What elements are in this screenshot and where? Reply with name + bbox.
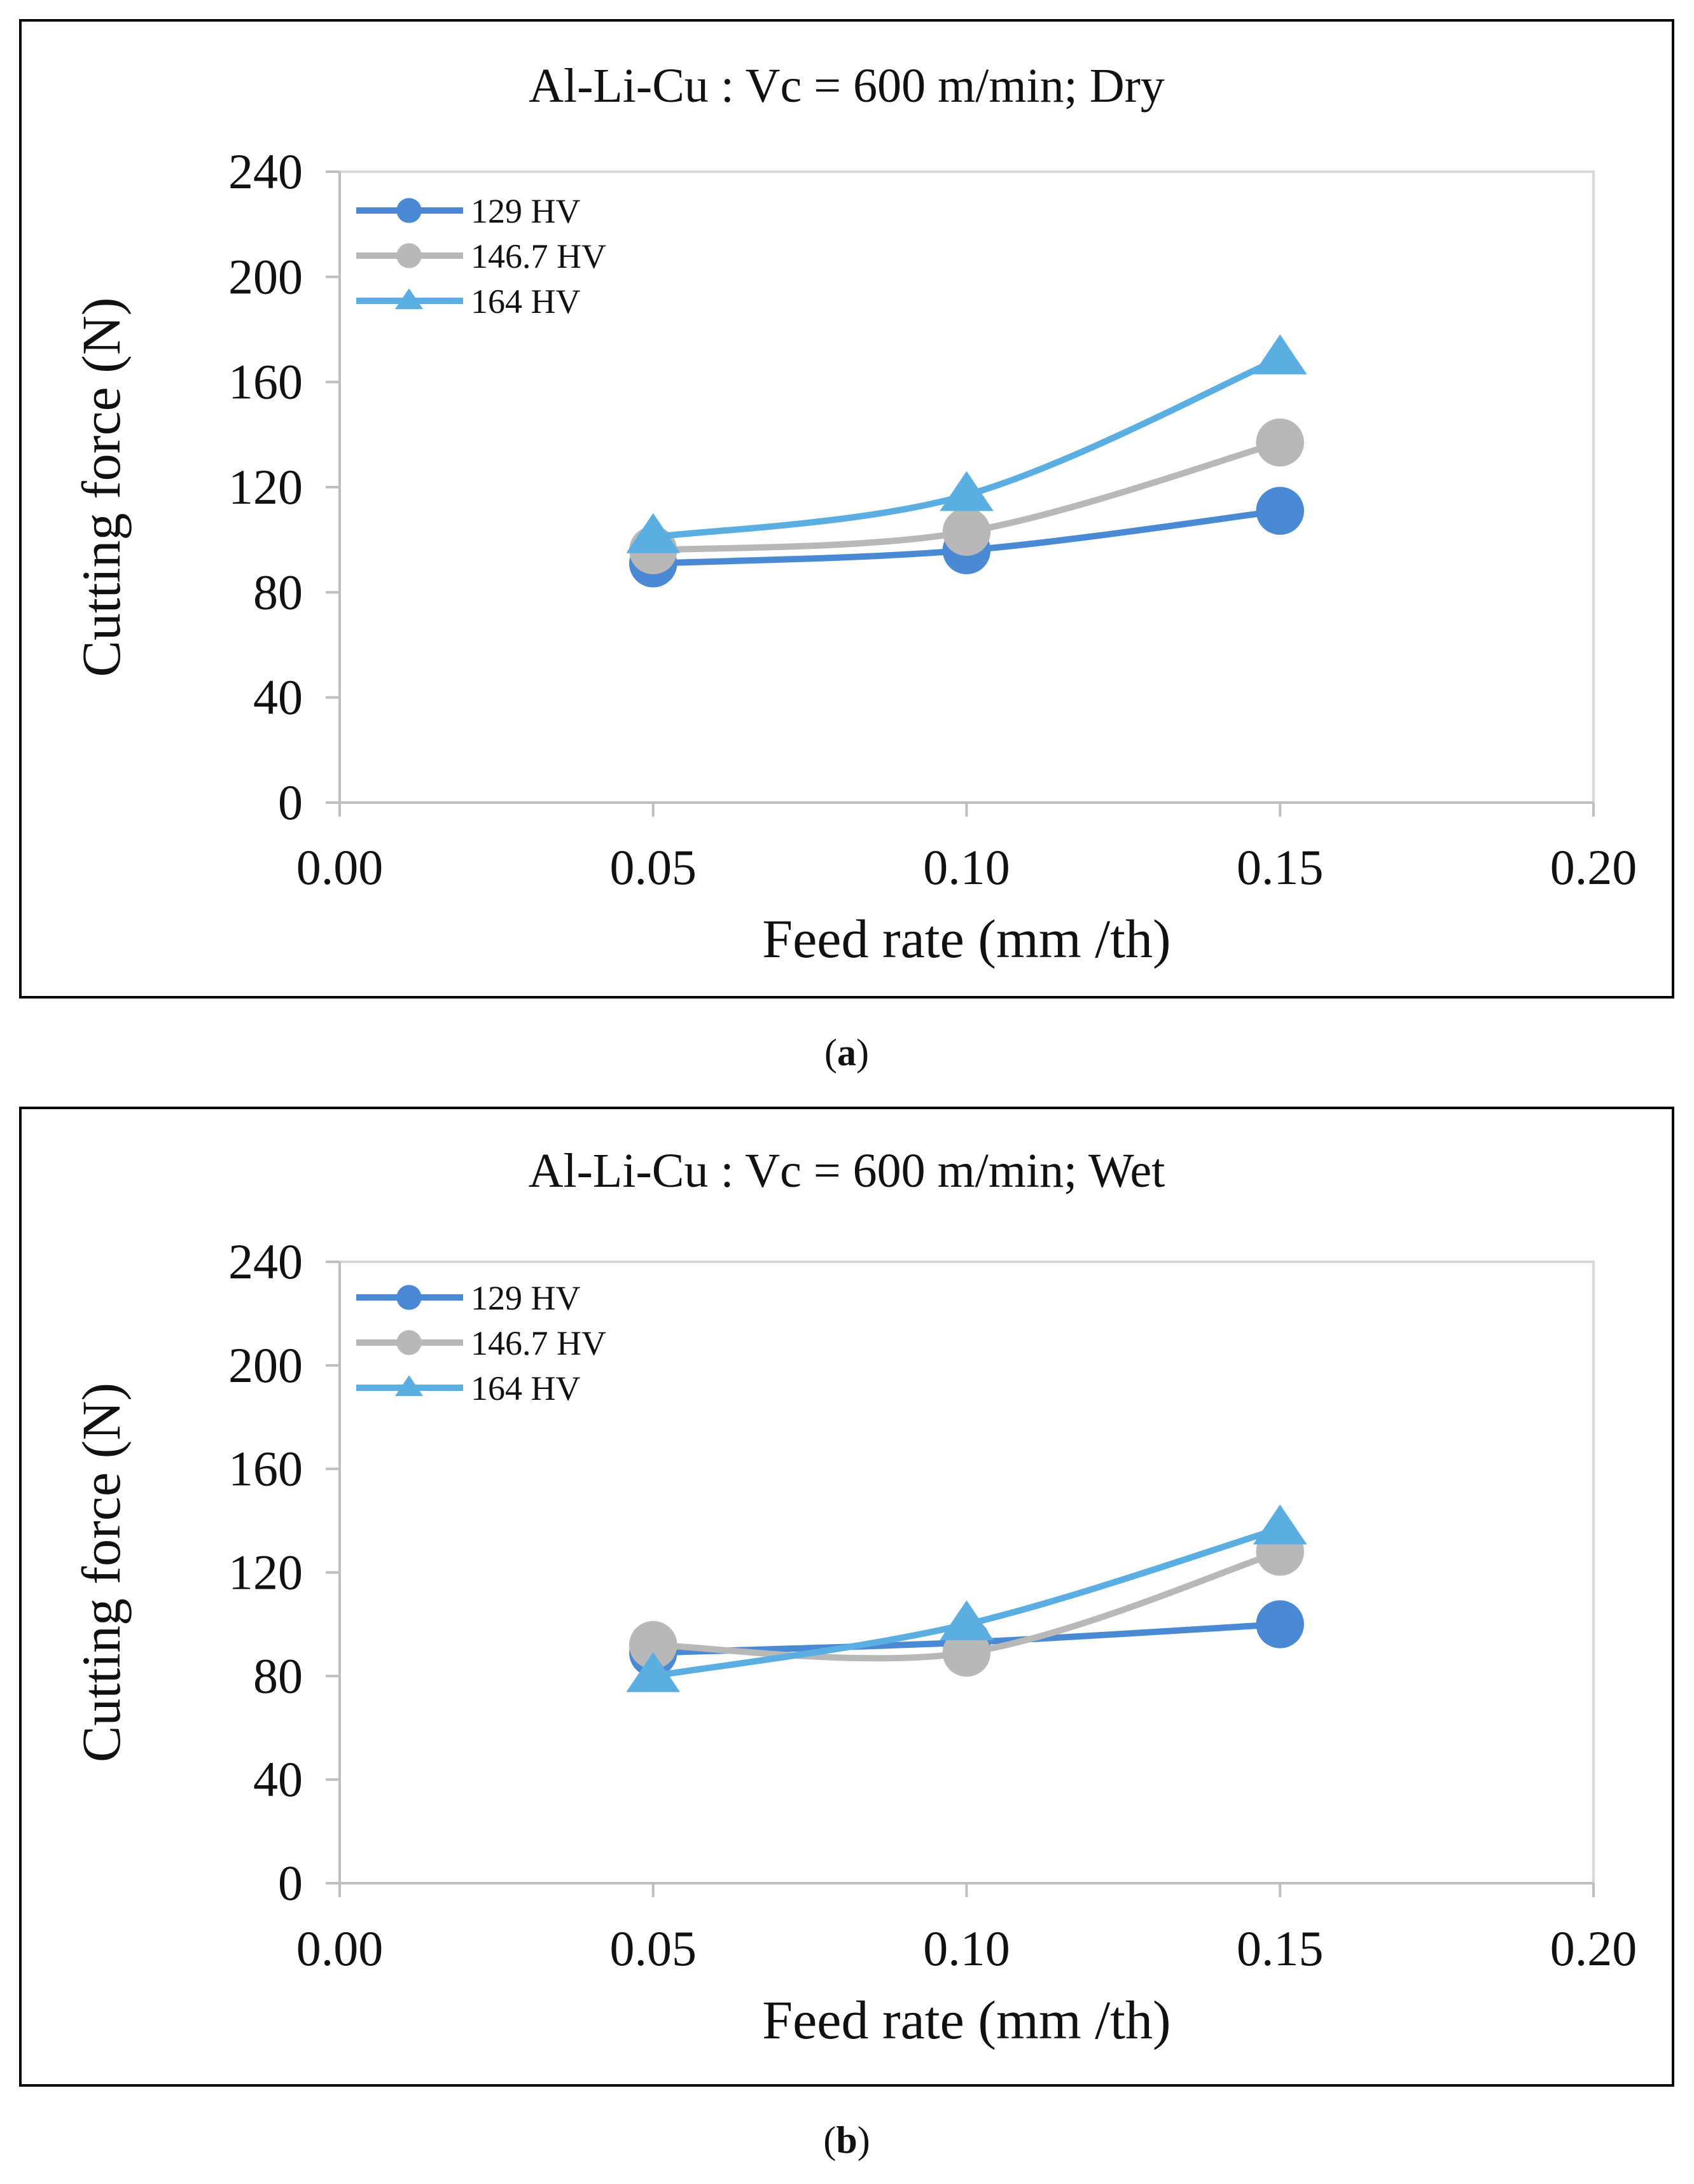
panel-b: Al-Li-Cu : Vc = 600 m/min; Wet 0 40 80 120 16… xyxy=(19,1107,1674,2161)
panel-b-y-tick-label: 80 xyxy=(253,1648,303,1703)
panel-b-legend: 129 HV 146.7 HV 164 HV xyxy=(356,1279,606,1407)
panel-a-legend-label: 164 HV xyxy=(471,282,581,321)
panel-a-x-axis-label: Feed rate (mm /th) xyxy=(762,908,1170,969)
panel-a-legend-marker xyxy=(396,198,422,223)
panel-b-legend-label: 146.7 HV xyxy=(471,1324,606,1362)
panel-a-y-tick-label: 0 xyxy=(278,775,303,830)
panel-a-x-tick-label: 0.20 xyxy=(1550,840,1637,895)
panel-b-caption: (b) xyxy=(823,2119,870,2161)
panel-b-x-tick-label: 0.00 xyxy=(296,1921,384,1976)
panel-a-series-3 xyxy=(626,334,1307,553)
panel-a-legend-marker xyxy=(394,288,424,310)
panel-b-x-tick-label: 0.10 xyxy=(923,1921,1010,1976)
panel-a-data-point xyxy=(1253,334,1307,375)
panel-a: Al-Li-Cu : Vc = 600 m/min; Dry 0 40 80 120 16… xyxy=(19,19,1674,1074)
panel-a-y-tick-label: 80 xyxy=(253,564,303,619)
panel-b-x-tick-label: 0.15 xyxy=(1237,1921,1324,1976)
panel-b-series-3 xyxy=(626,1504,1307,1692)
panel-b-y-tick-label: 120 xyxy=(228,1545,303,1600)
panel-b-frame xyxy=(19,1107,1674,2087)
panel-a-y-tick-label: 160 xyxy=(228,354,303,410)
panel-a-y-tick-label: 120 xyxy=(228,459,303,515)
panel-b-x-tick-label: 0.20 xyxy=(1550,1921,1637,1976)
panel-b-data-point xyxy=(942,1628,991,1677)
panel-b-data-point xyxy=(1256,1600,1304,1648)
panel-b-y-tick-label: 160 xyxy=(228,1441,303,1496)
panel-a-data-point xyxy=(940,471,994,511)
panel-a-caption: (a) xyxy=(824,1032,869,1074)
panel-b-y-tick-label: 200 xyxy=(228,1337,303,1393)
panel-a-data-point xyxy=(942,508,991,556)
panel-a-frame xyxy=(19,19,1674,999)
panel-a-y-axis-label: Cutting force (N) xyxy=(71,297,132,677)
panel-a-x-tick-label: 0.00 xyxy=(296,840,384,895)
panel-b-y-tick-label: 40 xyxy=(253,1752,303,1807)
panel-a-legend-marker xyxy=(396,243,422,268)
panel-a-x-tick-label: 0.10 xyxy=(923,840,1010,895)
panel-b-data-point xyxy=(629,1621,677,1669)
panel-b-legend-marker xyxy=(394,1375,424,1397)
panel-b-legend-label: 164 HV xyxy=(471,1369,581,1407)
panel-b-y-axis-label: Cutting force (N) xyxy=(71,1383,132,1762)
panel-a-data-point xyxy=(1256,418,1304,467)
panel-a-y-tick-label: 200 xyxy=(228,249,303,304)
panel-a-data-point xyxy=(626,513,681,553)
panel-a-title: Al-Li-Cu : Vc = 600 m/min; Dry xyxy=(529,59,1165,113)
panel-b-legend-marker xyxy=(396,1285,422,1310)
panel-a-data-point xyxy=(1256,487,1304,535)
panel-b-data-point xyxy=(626,1652,681,1692)
panel-a-legend-label: 129 HV xyxy=(471,192,581,230)
panel-b-caption-letter: b xyxy=(836,2119,857,2161)
panel-a-x-tick-label: 0.05 xyxy=(610,840,697,895)
panel-b-x-tick-label: 0.05 xyxy=(610,1921,697,1976)
panel-a-y-tick-label: 240 xyxy=(228,144,303,199)
panel-a-legend: 129 HV 146.7 HV 164 HV xyxy=(356,192,606,321)
panel-b-title: Al-Li-Cu : Vc = 600 m/min; Wet xyxy=(529,1144,1165,1198)
panel-a-y-tick-label: 40 xyxy=(253,670,303,725)
panel-b-y-tick-label: 240 xyxy=(228,1234,303,1289)
panel-b-data-point xyxy=(940,1600,994,1641)
panel-a-caption-letter: a xyxy=(837,1032,856,1074)
panel-b-y-tick-label: 0 xyxy=(278,1855,303,1911)
panel-b-data-point xyxy=(1253,1504,1307,1545)
panel-a-legend-label: 146.7 HV xyxy=(471,237,606,275)
panel-b-legend-label: 129 HV xyxy=(471,1279,581,1317)
panel-a-x-tick-label: 0.15 xyxy=(1237,840,1324,895)
panel-b-legend-marker xyxy=(396,1330,422,1355)
panel-b-x-axis-label: Feed rate (mm /th) xyxy=(762,1989,1170,2050)
